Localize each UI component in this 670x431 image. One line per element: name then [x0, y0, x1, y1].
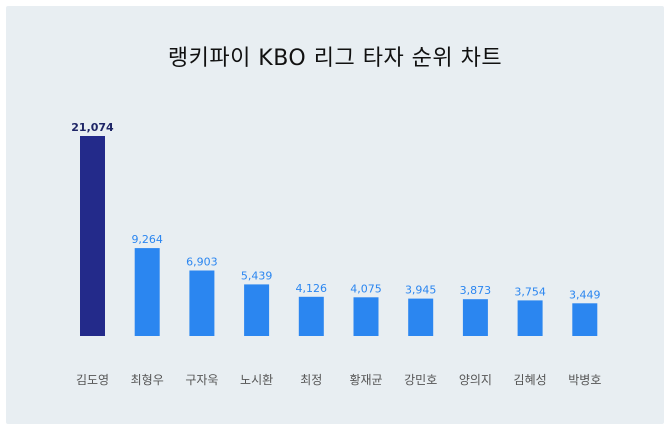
category-label: 노시환 — [240, 373, 273, 387]
value-label: 4,075 — [350, 282, 382, 295]
bar-황재균 — [353, 297, 379, 336]
value-label: 21,074 — [71, 121, 114, 134]
value-label: 9,264 — [131, 233, 163, 246]
bar-강민호 — [408, 298, 434, 336]
value-label: 3,873 — [460, 284, 492, 297]
category-label: 황재균 — [349, 373, 382, 387]
category-label: 강민호 — [404, 373, 437, 387]
bar-양의지 — [462, 299, 488, 336]
category-label: 구자욱 — [185, 373, 218, 387]
value-label: 6,903 — [186, 256, 218, 269]
bar-최정 — [298, 296, 324, 336]
category-label: 최형우 — [131, 373, 164, 387]
bar-최형우 — [134, 248, 160, 336]
value-label: 3,945 — [405, 284, 437, 297]
bar-박병호 — [572, 303, 598, 336]
bar-김도영 — [80, 136, 105, 336]
category-label: 김도영 — [76, 373, 109, 387]
category-label: 최정 — [300, 373, 322, 387]
bar-구자욱 — [189, 270, 215, 336]
chart-panel — [6, 6, 664, 424]
bar-노시환 — [244, 284, 270, 336]
value-label: 3,754 — [514, 285, 546, 298]
category-label: 김혜성 — [514, 373, 547, 387]
category-label: 박병호 — [568, 373, 601, 387]
value-label: 3,449 — [569, 288, 601, 301]
bar-김혜성 — [517, 300, 543, 336]
value-label: 5,439 — [241, 269, 273, 282]
value-label: 4,126 — [296, 282, 328, 295]
category-label: 양의지 — [459, 373, 492, 387]
chart-title: 랭키파이 KBO 리그 타자 순위 차트 — [167, 46, 503, 71]
